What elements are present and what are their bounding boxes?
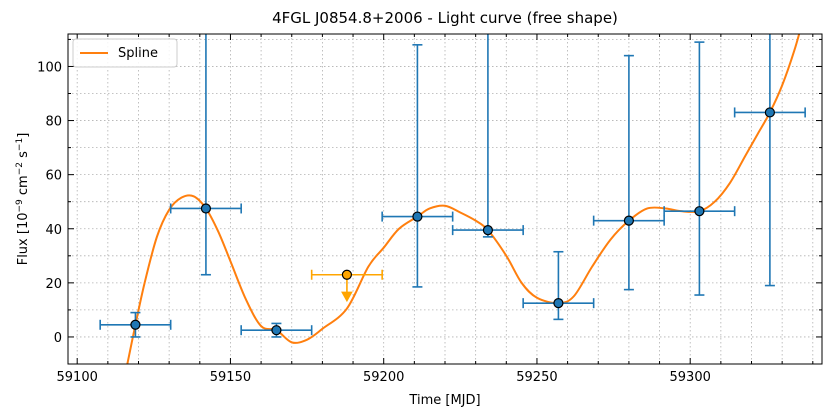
- data-marker: [482, 225, 494, 236]
- data-marker: [553, 298, 564, 309]
- y-tick-label: 60: [45, 169, 62, 184]
- y-tick-label: 0: [54, 331, 62, 346]
- data-marker: [200, 203, 212, 214]
- y-axis-label-part: −1: [15, 138, 25, 151]
- y-axis-label-part: Flux [10: [16, 213, 31, 266]
- axis-ticks: 59100 59150 59200 59250 59300 0 20 40 60 80 100: [37, 34, 822, 385]
- y-tick-label: 80: [45, 115, 62, 130]
- y-axis-label-part: −2: [15, 162, 25, 175]
- data-points-layer: [99, 34, 806, 338]
- y-axis-label-part: s: [16, 151, 31, 162]
- data-point: [663, 41, 736, 296]
- data-marker: [623, 215, 635, 226]
- data-point: [451, 34, 524, 238]
- data-point: [381, 44, 454, 288]
- y-axis-label-part: −9: [15, 199, 25, 213]
- x-axis-label: Time [MJD]: [408, 393, 480, 408]
- y-tick-label: 40: [45, 223, 62, 238]
- x-tick-label: 59100: [57, 370, 98, 385]
- y-tick-label: 20: [45, 277, 62, 292]
- y-axis-label: Flux [10−9 cm−2 s−1]: [15, 133, 31, 266]
- upper-limit: [310, 269, 383, 303]
- x-tick-label: 59300: [670, 370, 711, 385]
- data-point: [240, 322, 313, 338]
- legend-spline-label: Spline: [118, 46, 158, 61]
- data-marker: [271, 325, 282, 336]
- data-marker: [694, 206, 705, 217]
- data-marker: [764, 107, 775, 118]
- data-point: [99, 311, 172, 338]
- x-tick-label: 59250: [516, 370, 557, 385]
- legend-box: [72, 38, 178, 68]
- data-marker: [412, 211, 423, 222]
- y-axis-label-part: cm: [16, 175, 31, 199]
- y-axis-label-part: ]: [16, 133, 31, 138]
- spline-curve: [126, 34, 801, 364]
- y-tick-label: 100: [37, 60, 62, 75]
- upper-limit-marker: [341, 269, 353, 280]
- x-tick-label: 59150: [210, 370, 251, 385]
- data-point: [733, 34, 806, 287]
- data-point: [592, 54, 665, 291]
- upper-limit-arrow-head: [341, 291, 353, 303]
- data-point: [522, 250, 595, 321]
- data-point: [169, 34, 242, 276]
- chart-title: 4FGL J0854.8+2006 - Light curve (free sh…: [272, 9, 618, 27]
- data-marker: [130, 319, 141, 330]
- x-tick-label: 59200: [363, 370, 404, 385]
- grid-lines: [68, 34, 822, 365]
- spline-layer: [126, 34, 801, 364]
- legend: Spline: [72, 38, 178, 68]
